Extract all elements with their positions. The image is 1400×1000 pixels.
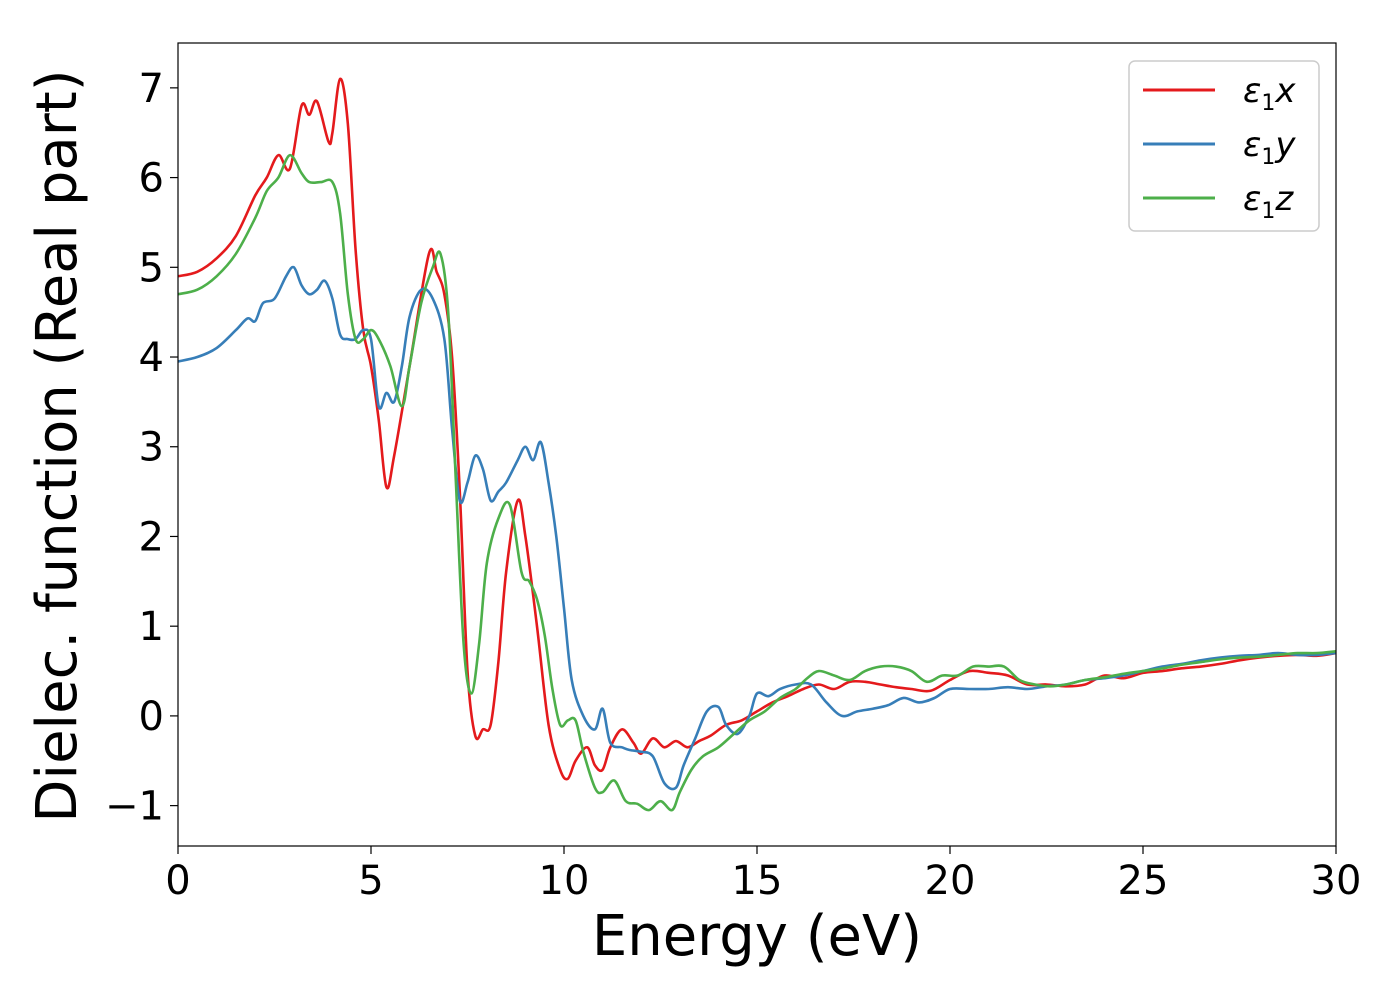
y-tick-label: 4	[139, 335, 164, 381]
series-line-y	[178, 265, 1336, 791]
y-tick-label: 5	[139, 245, 164, 291]
x-tick-label: 0	[165, 858, 190, 904]
y-tick-label: 1	[139, 604, 164, 650]
series-line-z	[178, 153, 1336, 812]
x-tick-label: 20	[925, 858, 976, 904]
legend-label-x: ε1x	[1243, 71, 1296, 116]
y-tick-label: 6	[139, 156, 164, 202]
x-tick-label: 5	[358, 858, 383, 904]
x-tick-label: 25	[1118, 858, 1169, 904]
y-tick-label: 7	[139, 66, 164, 112]
y-tick-label: 3	[139, 425, 164, 471]
x-axis-title: Energy (eV)	[592, 904, 922, 969]
y-tick-label: 0	[139, 694, 164, 740]
legend: ε1x ε1y ε1z	[1128, 60, 1320, 232]
legend-box	[1128, 60, 1320, 232]
x-tick-label: 30	[1311, 858, 1362, 904]
x-tick-label: 10	[539, 858, 590, 904]
y-tick-label: 2	[139, 514, 164, 560]
y-tick-label: −1	[105, 784, 164, 830]
y-axis-title: Dielec. function (Real part)	[25, 69, 90, 822]
legend-label-z: ε1z	[1243, 179, 1294, 224]
series-line-x	[178, 77, 1336, 781]
legend-label-y: ε1y	[1243, 125, 1296, 170]
x-tick-label: 15	[732, 858, 783, 904]
